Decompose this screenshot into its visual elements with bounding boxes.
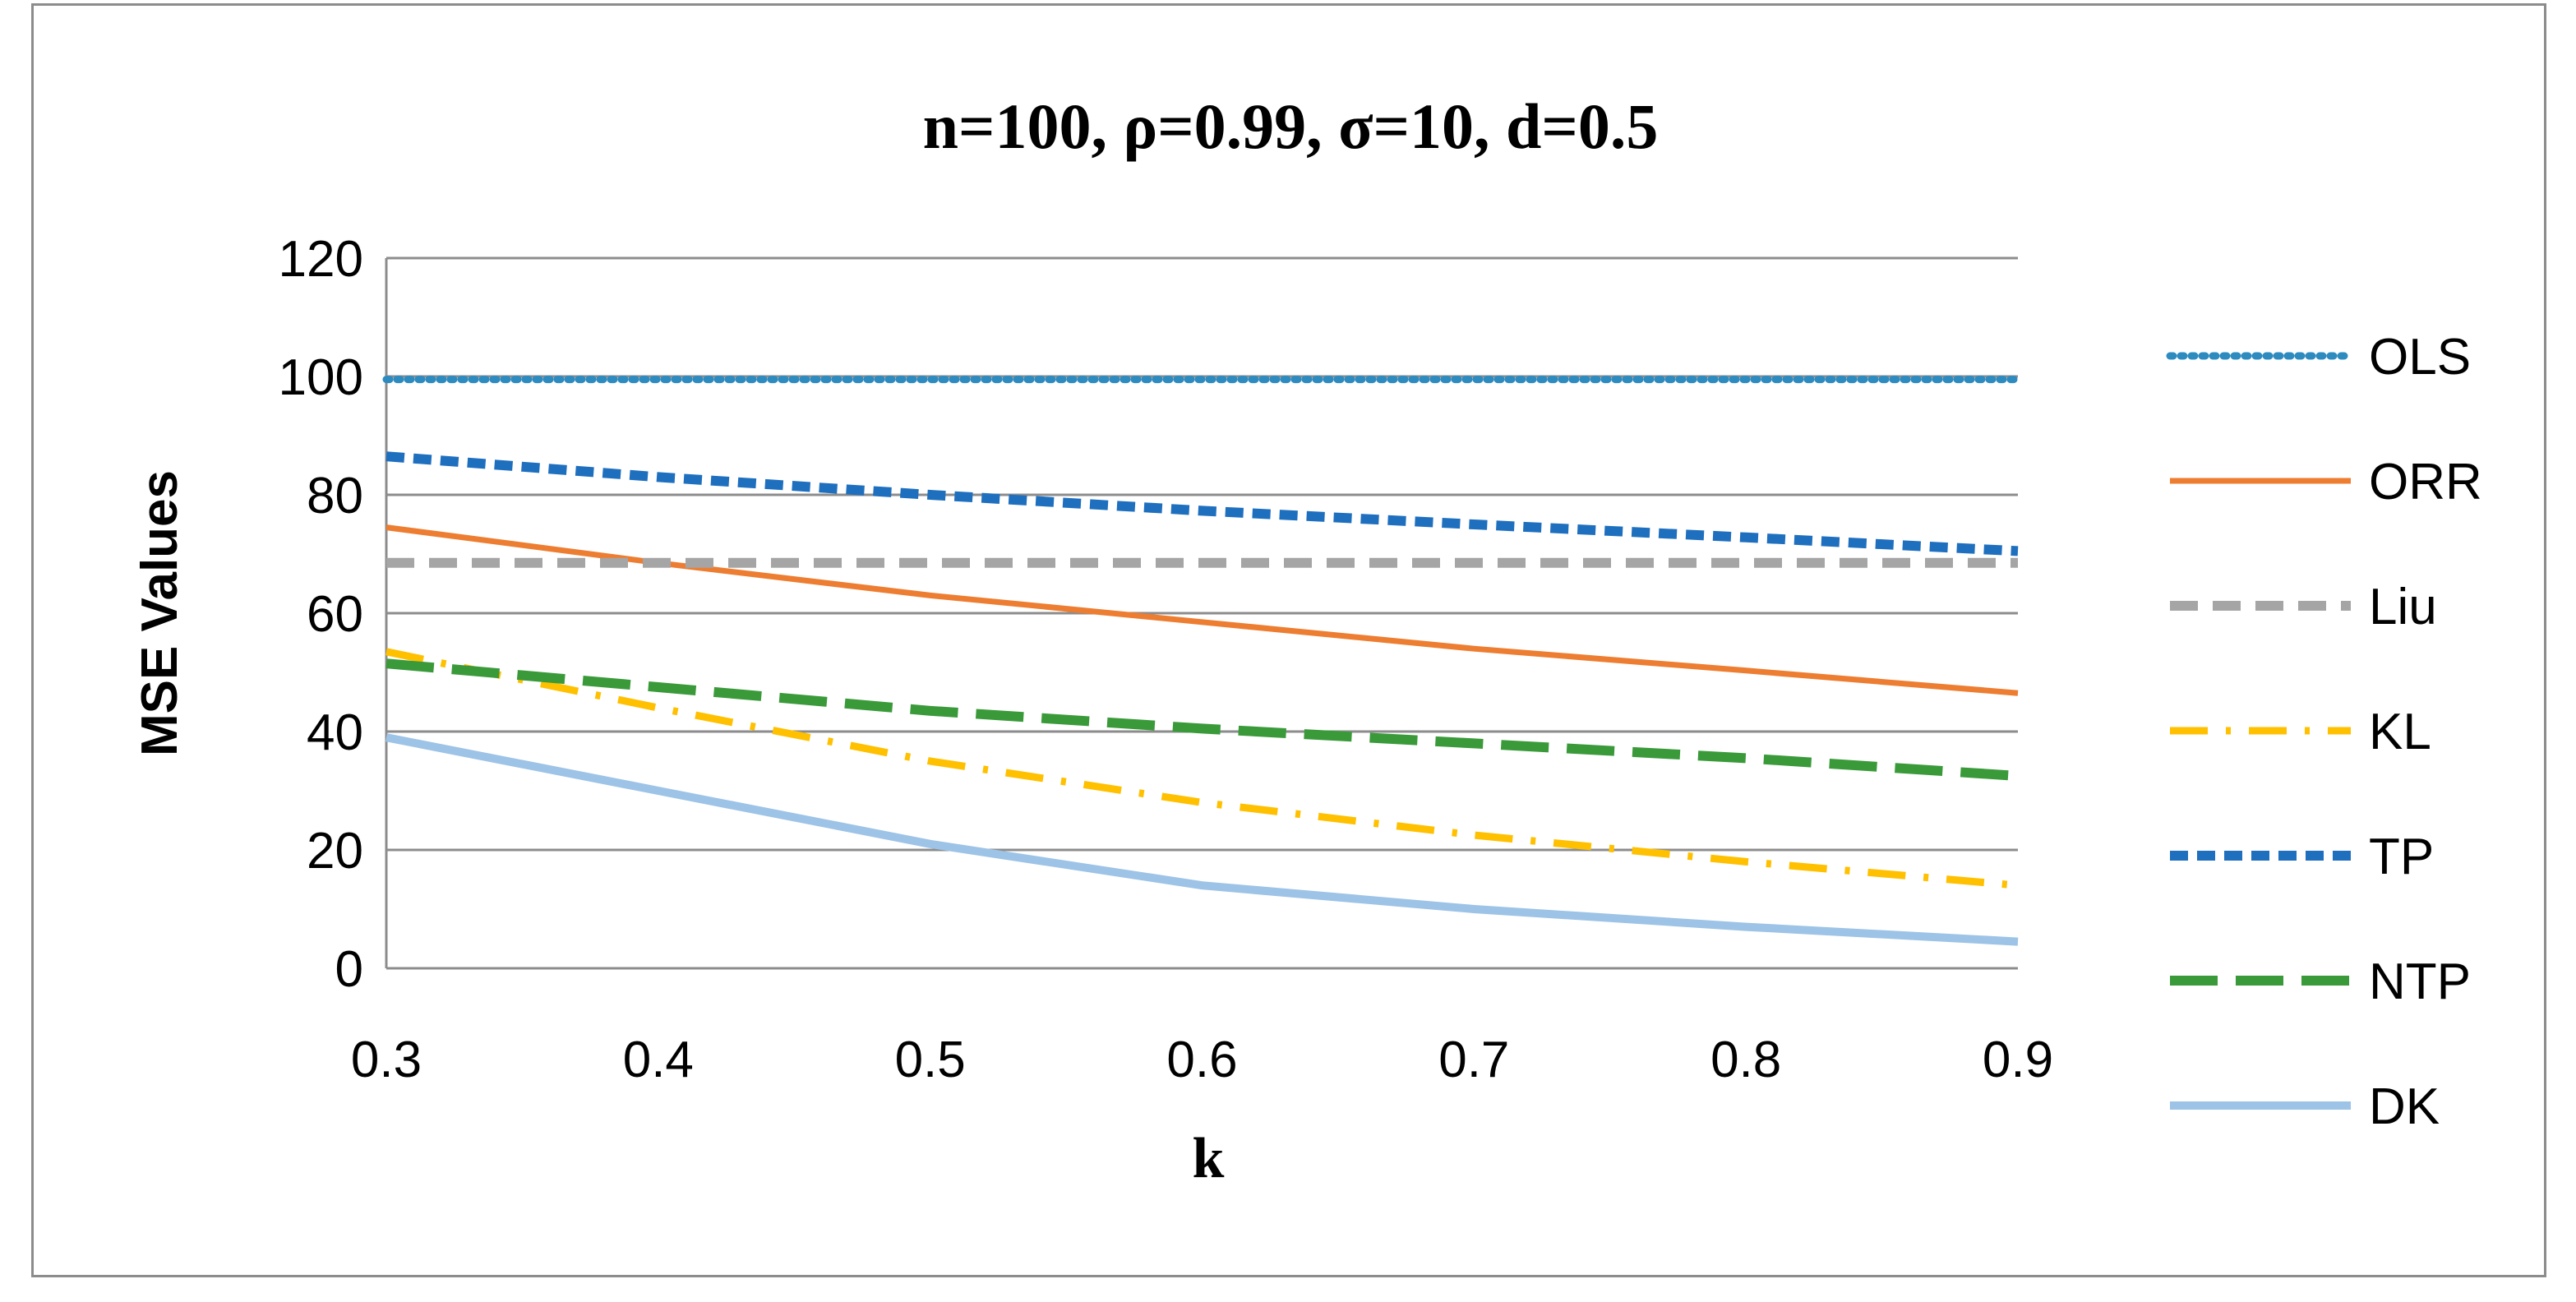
series-line-orr [385, 524, 2019, 696]
series-line-kl [385, 648, 2019, 889]
series-line-tp [385, 451, 2019, 556]
series-lines [382, 376, 2022, 946]
x-tick-label: 0.3 [351, 1032, 422, 1088]
y-tick-label: 60 [307, 586, 363, 643]
chart-frame [31, 3, 2546, 1277]
y-axis-ticks: 0 20 40 60 80 100 120 [279, 231, 363, 998]
legend-label-dk: DK [2369, 1078, 2440, 1135]
y-tick-label: 20 [307, 823, 363, 880]
legend-label-ntp: NTP [2369, 953, 2471, 1010]
x-axis-label: k [1193, 1127, 1225, 1190]
x-tick-label: 0.7 [1438, 1032, 1509, 1088]
legend-label-tp: TP [2369, 829, 2434, 885]
y-tick-label: 100 [279, 349, 363, 406]
y-axis-label: MSE Values [132, 470, 188, 756]
x-tick-label: 0.9 [1983, 1032, 2053, 1088]
y-tick-label: 120 [279, 231, 363, 288]
x-tick-label: 0.4 [623, 1032, 694, 1088]
legend-label-orr: ORR [2369, 454, 2482, 510]
legend-label-liu: Liu [2369, 579, 2437, 635]
legend: OLS ORR Liu KL TP NTP DK [2166, 329, 2482, 1135]
x-axis-ticks: 0.3 0.4 0.5 0.6 0.7 0.8 0.9 [351, 1032, 2053, 1088]
legend-label-kl: KL [2369, 704, 2431, 760]
x-tick-label: 0.8 [1710, 1032, 1781, 1088]
x-tick-label: 0.5 [895, 1032, 966, 1088]
x-tick-label: 0.6 [1166, 1032, 1237, 1088]
legend-label-ols: OLS [2369, 329, 2471, 386]
y-tick-label: 0 [335, 941, 363, 998]
y-tick-label: 40 [307, 704, 363, 761]
chart-title: n=100, ρ=0.99, σ=10, d=0.5 [923, 90, 1659, 162]
gridlines [385, 256, 2018, 970]
series-line-ntp [385, 658, 2019, 781]
series-line-dk [385, 733, 2019, 946]
y-tick-label: 80 [307, 468, 363, 524]
